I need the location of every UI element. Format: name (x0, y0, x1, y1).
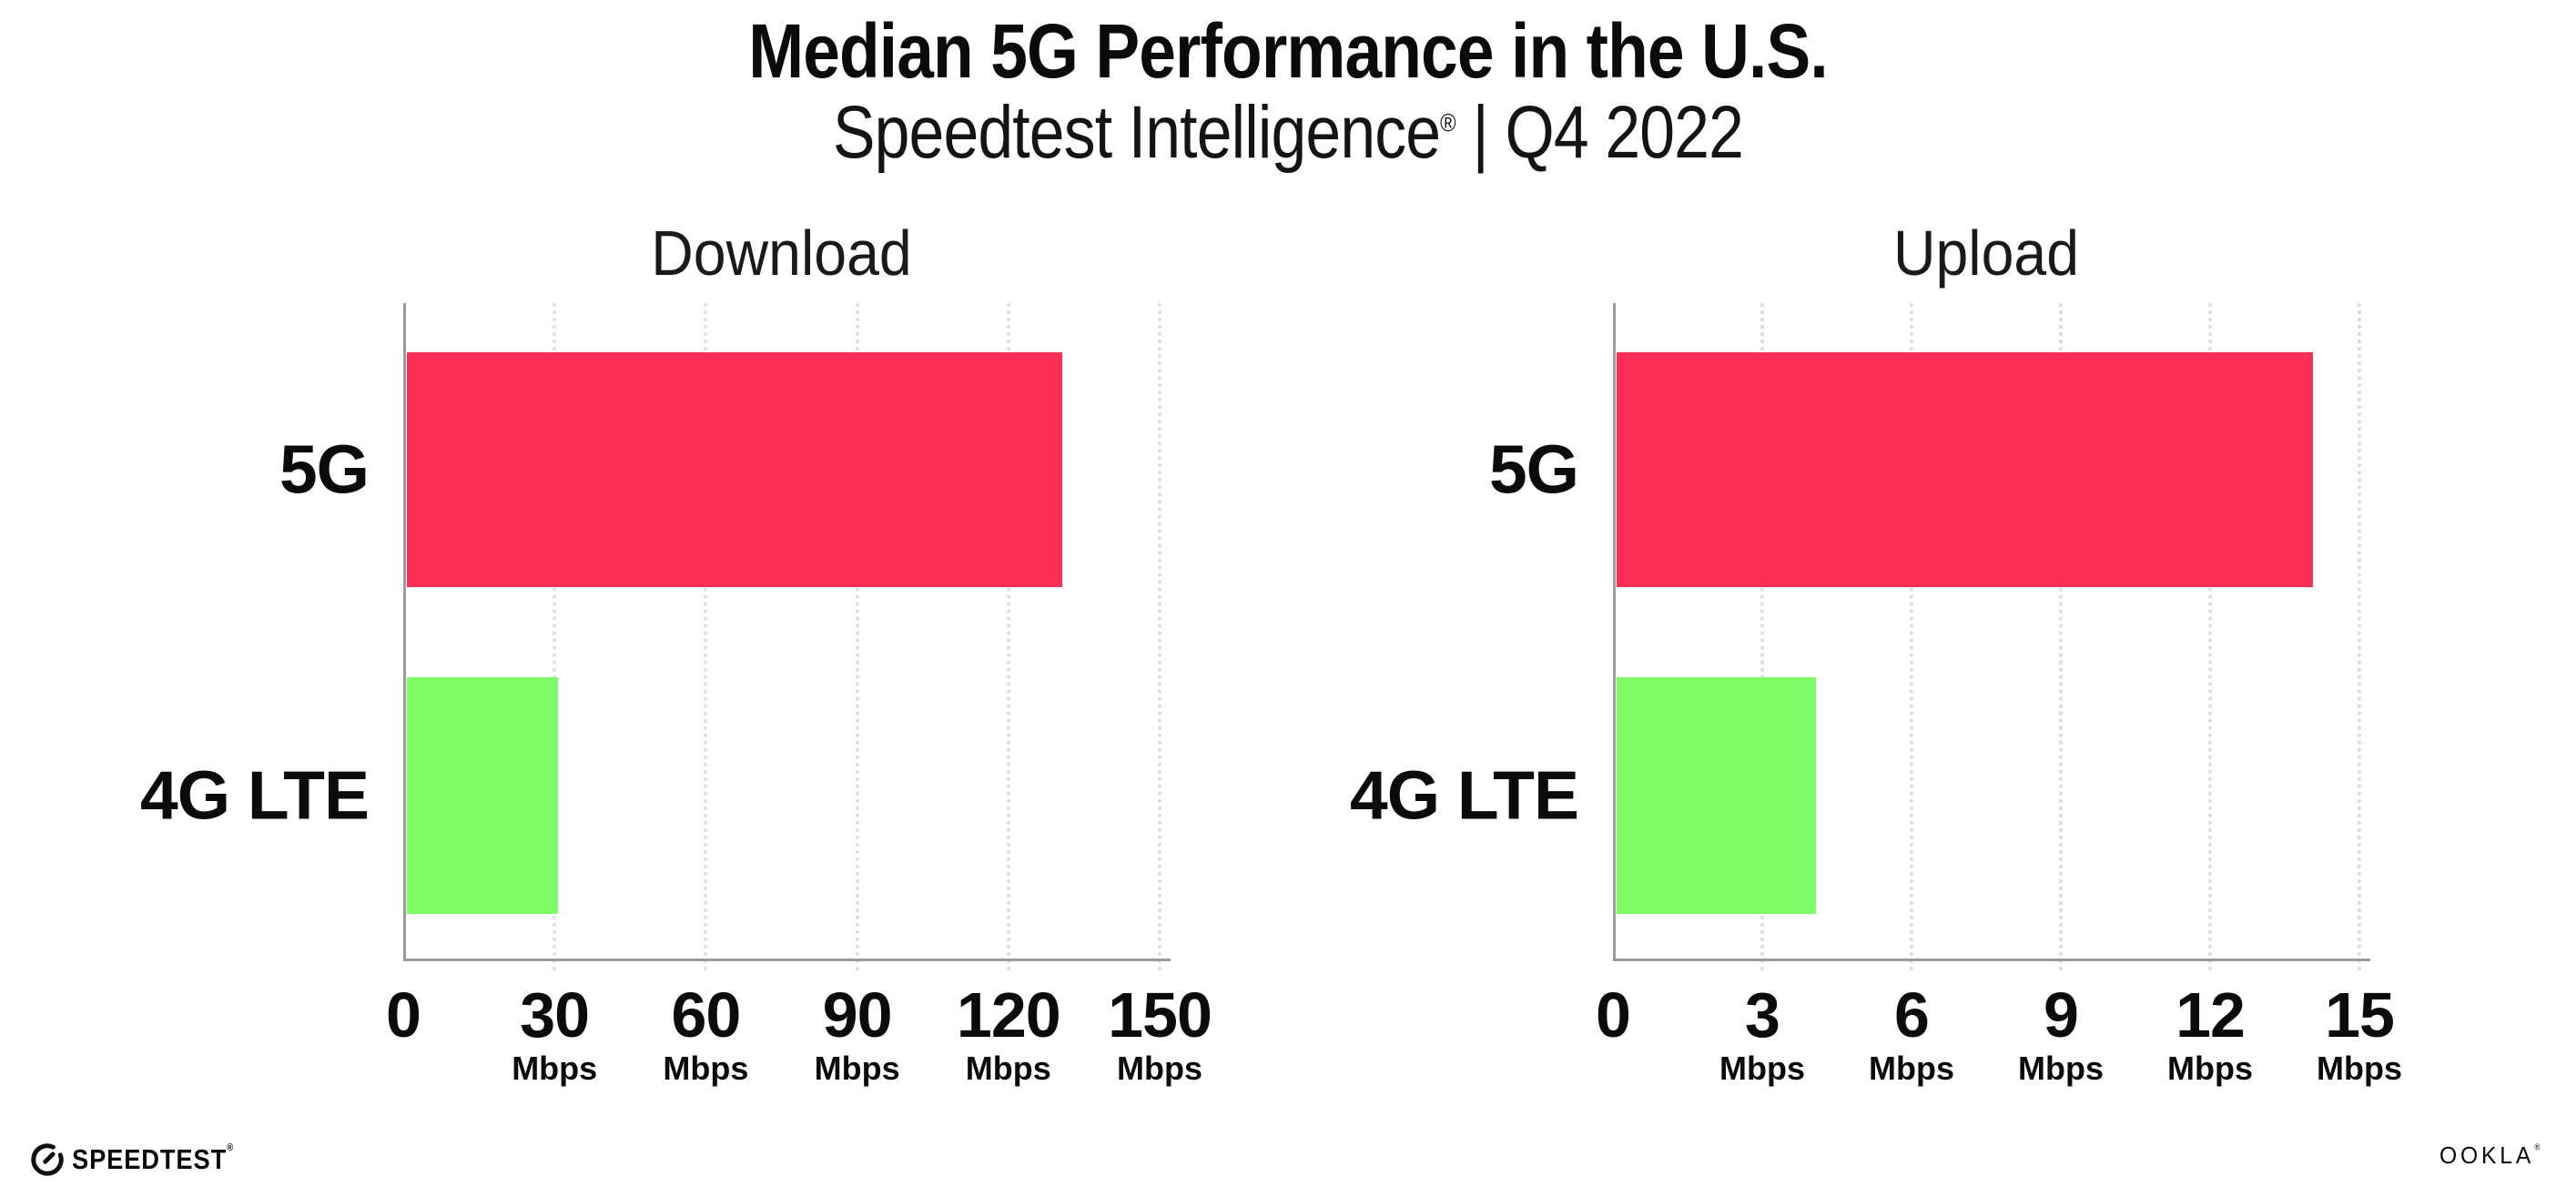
trademark-mark-icon: ® (2533, 1142, 2543, 1151)
x-tick-value: 120 (956, 979, 1061, 1050)
speedtest-gauge-icon (31, 1143, 64, 1176)
x-tick-value: 15 (2325, 979, 2395, 1050)
x-tick-value: 150 (1108, 979, 1212, 1050)
bar-label-4g-lte: 4G LTE (140, 756, 370, 834)
subtitle-brand: Speedtest Intelligence (833, 91, 1441, 174)
x-tick-value: 3 (1745, 979, 1780, 1050)
x-axis-ticks-upload: 0 3 Mbps 6 Mbps 9 Mbps 12 Mbps 15 Mbps (1596, 983, 2402, 1101)
x-tick-value: 90 (822, 979, 893, 1050)
gridline-120 (1006, 303, 1010, 971)
gridline-3 (1760, 303, 1764, 971)
gridline-150 (1158, 303, 1161, 971)
gridline-15 (2358, 303, 2361, 971)
x-axis-ticks-download: 0 30 Mbps 60 Mbps 90 Mbps 120 Mbps 150 Mbps (386, 979, 1212, 1101)
speedtest-logo: SPEEDTEST® (30, 1141, 256, 1178)
bar-label-4g-lte: 4G LTE (1350, 756, 1579, 834)
plot-area-download (403, 303, 1171, 971)
x-tick-9: 9 Mbps (2018, 983, 2104, 1085)
x-tick-unit: Mbps (2317, 1050, 2402, 1087)
x-tick-unit: Mbps (965, 1050, 1051, 1087)
gridline-12 (2208, 303, 2212, 971)
x-tick-6: 6 Mbps (1869, 983, 1954, 1085)
x-tick-unit: Mbps (814, 1050, 900, 1087)
x-tick-unit: Mbps (663, 1050, 749, 1087)
x-tick-value: 0 (1596, 979, 1631, 1050)
bar-5g-upload (1617, 352, 2314, 587)
x-tick-value: 0 (386, 979, 421, 1050)
x-tick-3: 3 Mbps (1719, 983, 1805, 1085)
subtitle-period: Q4 2022 (1505, 91, 1744, 174)
x-tick-value: 12 (2175, 979, 2246, 1050)
x-tick-0: 0 (386, 983, 421, 1047)
y-axis-line (403, 303, 406, 959)
bar-label-5g: 5G (279, 431, 370, 508)
x-axis-line (1613, 959, 2370, 961)
x-tick-value: 9 (2044, 979, 2079, 1050)
grid-layer (1613, 303, 2361, 971)
page-subtitle: Speedtest Intelligence® | Q4 2022 (193, 91, 2383, 174)
x-tick-unit: Mbps (2018, 1050, 2104, 1087)
gridline-90 (855, 303, 859, 971)
gridline-6 (1910, 303, 1913, 971)
x-axis-line (403, 959, 1171, 961)
x-tick-150: 150 Mbps (1108, 983, 1212, 1085)
x-tick-60: 60 Mbps (663, 983, 748, 1085)
x-tick-value: 6 (1894, 979, 1930, 1050)
x-tick-unit: Mbps (1719, 1050, 1805, 1087)
gridline-60 (704, 303, 708, 971)
bar-label-5g: 5G (1488, 431, 1579, 508)
y-axis-line (1613, 303, 1616, 959)
trademark-mark-icon: ® (227, 1142, 235, 1153)
grid-layer (403, 303, 1161, 971)
x-tick-value: 60 (671, 979, 741, 1050)
x-tick-unit: Mbps (1116, 1050, 1202, 1087)
x-tick-15: 15 Mbps (2317, 983, 2402, 1085)
plot-area-upload (1613, 303, 2370, 971)
registered-mark-icon: ® (1440, 108, 1456, 137)
speedtest-wordmark: SPEEDTEST® (72, 1142, 235, 1176)
page-title: Median 5G Performance in the U.S. (748, 8, 1828, 94)
ookla-logo: OOKLA® (2434, 1141, 2543, 1169)
gridline-30 (553, 303, 557, 971)
x-tick-unit: Mbps (512, 1050, 598, 1087)
x-tick-0: 0 (1596, 979, 1631, 1050)
bar-4g-lte-upload (1617, 677, 1816, 914)
x-tick-90: 90 Mbps (815, 983, 900, 1085)
chart-title-download: Download (651, 218, 912, 289)
ookla-wordmark: OOKLA® (2439, 1141, 2543, 1169)
x-tick-30: 30 Mbps (512, 983, 597, 1085)
bar-5g-download (407, 352, 1063, 587)
chart-title-upload: Upload (1892, 218, 2080, 289)
x-tick-unit: Mbps (1869, 1050, 1954, 1087)
x-tick-unit: Mbps (2167, 1050, 2253, 1087)
gridline-9 (2059, 303, 2063, 971)
x-tick-120: 120 Mbps (956, 979, 1061, 1087)
x-tick-12: 12 Mbps (2167, 983, 2253, 1085)
x-tick-value: 30 (520, 979, 590, 1050)
bar-4g-lte-download (407, 677, 559, 914)
subtitle-separator: | (1472, 91, 1489, 174)
